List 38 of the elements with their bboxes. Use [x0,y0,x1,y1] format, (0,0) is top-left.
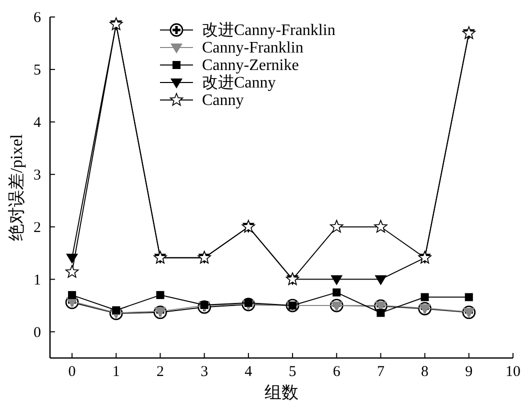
y-tick-label: 6 [34,10,42,26]
point [286,272,300,286]
y-tick-label: 5 [34,62,41,78]
y-axis-title: 绝对误差/pixel [7,134,26,241]
point [110,17,123,30]
x-tick-label: 5 [288,364,296,380]
x-tick-label: 1 [112,364,120,380]
point [332,288,341,296]
point [154,250,167,264]
point [376,308,385,317]
point [198,250,211,264]
y-tick-label: 3 [34,167,41,184]
point [68,291,76,300]
x-tick-label: 6 [332,364,341,380]
point [464,293,473,302]
point [156,291,164,300]
y-tick-label: 0 [34,324,41,341]
legend-label: Canny [202,92,244,109]
x-tick-label: 7 [376,364,385,380]
x-tick-label: 0 [68,364,76,380]
y-tick-label: 1 [34,272,41,288]
legend-label: Canny-Franklin [202,40,304,56]
point [462,26,476,39]
x-tick-label: 9 [465,364,473,380]
x-axis-title: 组数 [264,383,298,402]
y-tick-label: 2 [34,220,41,236]
x-tick-label: 4 [244,364,253,380]
x-tick-label: 8 [421,364,429,380]
x-tick-label: 10 [506,364,520,380]
point [418,250,432,264]
point [242,220,256,233]
x-tick-label: 2 [156,364,164,380]
legend-label: 改进Canny [202,74,276,92]
legend-label: Canny-Zernike [202,57,299,74]
legend-label: 改进Canny-Franklin [202,21,336,39]
point [420,293,429,302]
x-tick-label: 3 [200,364,208,380]
y-tick-label: 4 [34,114,42,131]
